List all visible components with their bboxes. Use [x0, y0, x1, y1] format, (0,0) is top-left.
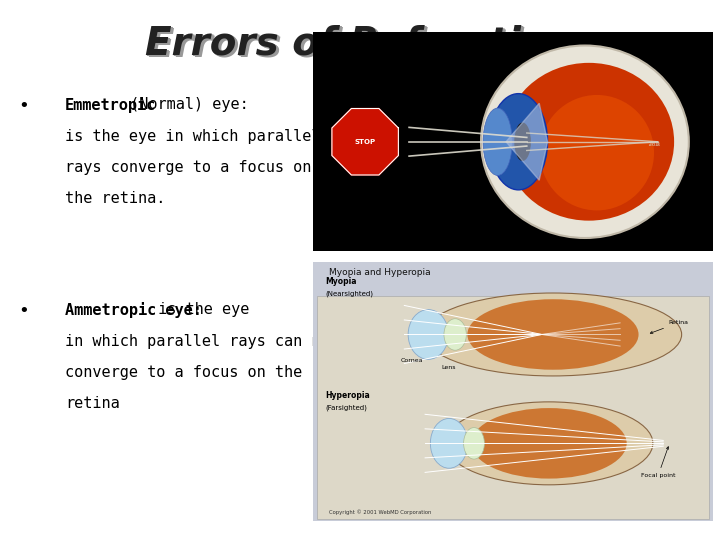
- Ellipse shape: [540, 95, 654, 211]
- Text: •: •: [18, 302, 29, 320]
- Ellipse shape: [431, 418, 468, 468]
- Text: Cornea: Cornea: [401, 357, 423, 363]
- Text: the retina.: the retina.: [65, 191, 165, 206]
- Polygon shape: [506, 103, 547, 180]
- Text: Errors of Refraction: Errors of Refraction: [146, 25, 577, 63]
- Polygon shape: [332, 109, 398, 175]
- Text: Errors of Refraction: Errors of Refraction: [147, 26, 577, 64]
- Text: (Farsighted): (Farsighted): [325, 404, 367, 411]
- Ellipse shape: [514, 123, 531, 161]
- Text: Myopia and Hyperopia: Myopia and Hyperopia: [329, 268, 431, 278]
- Text: is the eye: is the eye: [149, 302, 249, 318]
- Text: is the eye in which parallel: is the eye in which parallel: [65, 129, 320, 144]
- Text: Hyperopia: Hyperopia: [325, 392, 370, 401]
- Text: rays converge to a focus on: rays converge to a focus on: [65, 160, 311, 175]
- Text: Ammetropic eye:: Ammetropic eye:: [65, 302, 202, 319]
- Ellipse shape: [481, 45, 689, 238]
- Text: retina: retina: [65, 396, 120, 411]
- Text: (Nearsighted): (Nearsighted): [325, 291, 373, 297]
- Text: Lens: Lens: [441, 366, 456, 370]
- Ellipse shape: [472, 408, 626, 478]
- Text: STOP: STOP: [354, 139, 376, 145]
- Ellipse shape: [483, 108, 512, 176]
- Ellipse shape: [490, 93, 547, 190]
- Ellipse shape: [408, 309, 449, 359]
- Text: Myopia: Myopia: [325, 278, 356, 286]
- Ellipse shape: [464, 428, 485, 459]
- Text: (Normal) eye:: (Normal) eye:: [121, 97, 248, 112]
- Text: Retina: Retina: [650, 320, 689, 334]
- Ellipse shape: [445, 402, 653, 485]
- Text: STOP: STOP: [647, 140, 660, 144]
- Ellipse shape: [444, 319, 467, 350]
- Text: Emmetropic: Emmetropic: [65, 97, 156, 113]
- Text: •: •: [18, 97, 29, 115]
- Ellipse shape: [424, 293, 682, 376]
- Text: Errors of Refraction: Errors of Refraction: [145, 24, 575, 62]
- Text: Errors of Refraction: Errors of Refraction: [148, 26, 578, 64]
- Text: Focal point: Focal point: [641, 447, 675, 478]
- Ellipse shape: [467, 299, 639, 370]
- Bar: [313, 262, 713, 293]
- Ellipse shape: [504, 63, 674, 221]
- Bar: [318, 295, 708, 518]
- Text: converge to a focus on the: converge to a focus on the: [65, 365, 302, 380]
- Text: Copyright © 2001 WebMD Corporation: Copyright © 2001 WebMD Corporation: [329, 509, 431, 515]
- Text: in which parallel rays can not: in which parallel rays can not: [65, 334, 338, 349]
